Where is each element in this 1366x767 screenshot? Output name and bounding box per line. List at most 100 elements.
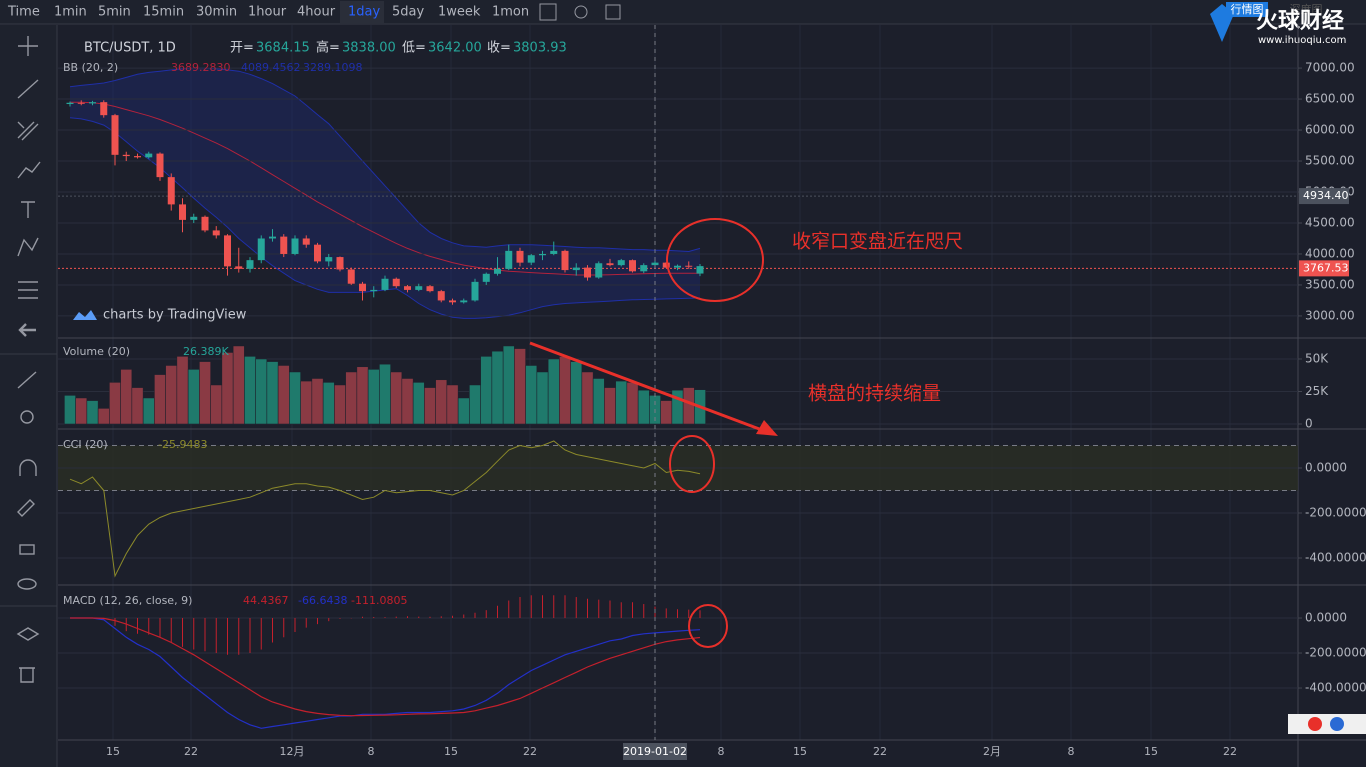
- interval-button[interactable]: 1hour: [248, 5, 287, 20]
- zoom-tool[interactable]: [20, 410, 34, 424]
- ohlc-label: 高=: [316, 40, 340, 56]
- interval-button[interactable]: 1mon: [492, 5, 529, 20]
- tab-chart-box[interactable]: [1226, 2, 1268, 17]
- date-label: 12月: [280, 745, 305, 758]
- brush-tool[interactable]: [17, 161, 41, 179]
- fullscreen-button[interactable]: [605, 4, 621, 20]
- candle-body: [606, 263, 614, 266]
- eye-tool[interactable]: [17, 578, 37, 590]
- interval-button[interactable]: 1min: [54, 5, 87, 20]
- volume-bar: [277, 365, 290, 425]
- tray-icon[interactable]: [1330, 717, 1344, 731]
- date-label: 2019-01-02: [623, 745, 687, 758]
- y-tick-label: 4000.00: [1305, 246, 1355, 260]
- y-tick-label: 4500.00: [1305, 215, 1355, 229]
- y-tick-label: -400.0000: [1305, 550, 1366, 564]
- volume-bar: [401, 378, 414, 425]
- candle-body: [460, 300, 468, 303]
- legend-text: 4089.4562: [241, 61, 301, 74]
- lock-tool[interactable]: [19, 544, 35, 555]
- interval-button[interactable]: 4hour: [297, 5, 336, 20]
- magnet-tool[interactable]: [19, 459, 37, 476]
- legend-text: 26.389K: [183, 345, 229, 358]
- volume-bar: [142, 397, 155, 425]
- chart-type-button[interactable]: [539, 3, 557, 21]
- date-label: 8: [718, 745, 725, 758]
- toolbar-icons[interactable]: [539, 3, 621, 21]
- candle-body: [595, 263, 603, 278]
- volume-bar: [615, 380, 628, 425]
- volume-bar: [592, 378, 605, 425]
- fib-tool[interactable]: [17, 121, 39, 141]
- date-label: 15: [106, 745, 120, 758]
- tab-chart[interactable]: 行情图: [1231, 3, 1264, 16]
- crosshair-tool[interactable]: [18, 36, 38, 56]
- tab-depth[interactable]: 深度图: [1290, 2, 1323, 16]
- annotation-arrowhead: [756, 420, 778, 436]
- date-label: 22: [1223, 745, 1237, 758]
- candle-body: [66, 102, 74, 105]
- drawing-tools[interactable]: [16, 36, 41, 683]
- candle-body: [415, 286, 423, 290]
- interval-button[interactable]: 1day: [348, 5, 380, 20]
- price-label: 3767.53: [1303, 261, 1349, 274]
- layers-tool[interactable]: [16, 627, 40, 641]
- ohlc-value: 3803.93: [513, 41, 567, 56]
- volume-bar: [547, 358, 560, 425]
- brand-name: 火球财经: [1256, 8, 1344, 34]
- y-tick-label: 0.0000: [1305, 611, 1347, 625]
- interval-button[interactable]: 30min: [196, 5, 237, 20]
- candle-body: [235, 266, 243, 269]
- volume-bar: [289, 371, 301, 425]
- volume-bar: [446, 384, 459, 425]
- text-tool[interactable]: [21, 201, 35, 218]
- y-tick-label: -200.0000: [1305, 505, 1366, 519]
- candle-body: [224, 235, 231, 267]
- y-tick-label: -400.0000: [1305, 681, 1366, 695]
- candle-body: [179, 204, 186, 220]
- interval-button[interactable]: 1week: [438, 5, 481, 20]
- interval-button[interactable]: Time: [7, 5, 40, 20]
- prediction-tool[interactable]: [18, 281, 38, 299]
- trash-tool[interactable]: [19, 667, 35, 683]
- y-tick-label: 7000.00: [1305, 61, 1355, 75]
- candle-body: [381, 278, 389, 290]
- legend-text: CCI (20): [63, 438, 108, 451]
- volume-bar: [390, 371, 403, 425]
- left-toolbar: [0, 25, 57, 767]
- date-label: 8: [368, 745, 375, 758]
- cci-line: [69, 440, 701, 578]
- candle-body: [392, 278, 400, 287]
- candle-body: [167, 177, 175, 205]
- annotation-text: 收窄口变盘近在咫尺: [792, 231, 963, 253]
- legend-text: BB (20, 2): [63, 61, 118, 74]
- legend-text: MACD (12, 26, close, 9): [63, 594, 192, 607]
- interval-button[interactable]: 5day: [392, 5, 424, 20]
- legend-text: -66.6438: [298, 594, 347, 607]
- settings-button[interactable]: [574, 5, 588, 19]
- tv-logo: [73, 310, 97, 320]
- ohlc-value: 3684.15: [256, 41, 310, 56]
- interval-button[interactable]: 5min: [98, 5, 131, 20]
- volume-bar: [604, 387, 616, 425]
- annotation-circle: [688, 604, 728, 648]
- y-tick-label: 3000.00: [1305, 308, 1355, 322]
- candle-body: [280, 236, 288, 254]
- lock-draw-tool[interactable]: [17, 499, 35, 517]
- pattern-tool[interactable]: [17, 237, 39, 257]
- back-tool[interactable]: [18, 323, 36, 337]
- candle-body: [516, 250, 524, 263]
- active-interval[interactable]: [340, 1, 384, 23]
- trendline-tool[interactable]: [17, 79, 39, 99]
- candle-body: [572, 267, 580, 271]
- volume-bar: [626, 382, 639, 425]
- tray-icon[interactable]: [1308, 717, 1322, 731]
- ruler-tool[interactable]: [17, 371, 37, 389]
- volume-bar: [97, 408, 110, 425]
- interval-button[interactable]: 15min: [143, 5, 184, 20]
- volume-bar: [480, 356, 493, 425]
- price-label-box: [1299, 188, 1349, 205]
- candle-body: [325, 257, 333, 262]
- candle-body: [336, 257, 344, 270]
